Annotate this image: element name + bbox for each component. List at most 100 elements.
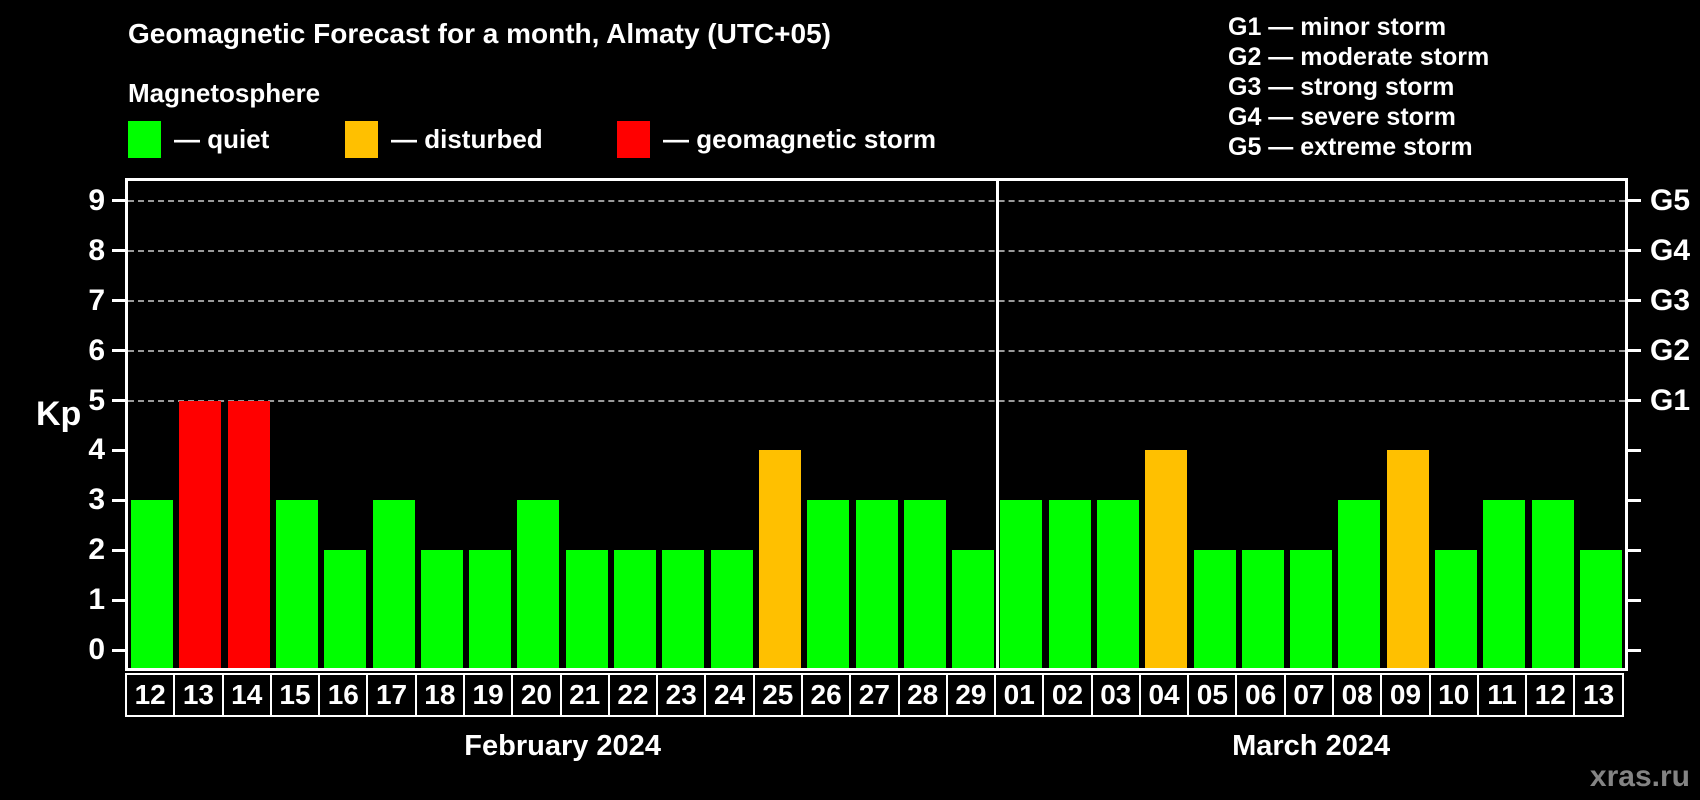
kp-bar-day-26 — [807, 500, 850, 668]
kp-bar-day-15 — [276, 500, 319, 668]
day-label-08: 08 — [1332, 673, 1383, 717]
y-axis-title: Kp — [36, 395, 82, 433]
day-label-row: 12 13 14 15 16 17 18 19 20 21 22 23 24 25 26 27 28 29 01 02… — [125, 673, 1628, 717]
legend-item-storm: — geomagnetic storm — [617, 120, 936, 158]
kp-bar-day-13 — [179, 400, 222, 668]
kp-bar-day-12 — [131, 500, 174, 668]
legend-item-quiet: — quiet — [128, 120, 269, 158]
y-axis-tick-left-5 — [112, 399, 125, 402]
month-separator-line — [995, 181, 999, 668]
kp-bar-day-20 — [517, 500, 560, 668]
kp-bar-day-14 — [227, 400, 270, 668]
gridline-kp-8 — [128, 249, 1625, 252]
y-axis-tick-right-5 — [1628, 399, 1641, 402]
day-label-23: 23 — [656, 673, 707, 717]
day-label-16: 16 — [318, 673, 369, 717]
kp-bar-day-01 — [1000, 500, 1043, 668]
y-axis-tick-left-4 — [112, 448, 125, 452]
y-axis-label-4: 4 — [88, 433, 105, 467]
gridline-kp-9 — [128, 199, 1625, 202]
day-label-01: 01 — [994, 673, 1045, 717]
kp-bar-day-06 — [1241, 550, 1284, 668]
day-label-10: 10 — [1428, 673, 1479, 717]
y-axis-tick-right-0 — [1628, 648, 1641, 652]
right-axis-label-g4: G4 — [1650, 233, 1691, 267]
g-scale-legend: G1 — minor storm G2 — moderate storm G3 … — [1228, 12, 1489, 162]
y-axis-label-2: 2 — [88, 533, 105, 567]
right-axis-label-g1: G1 — [1650, 383, 1691, 417]
day-label-06: 06 — [1235, 673, 1286, 717]
y-axis-tick-right-8 — [1628, 249, 1641, 253]
kp-bar-day-04 — [1145, 450, 1188, 668]
day-label-07: 07 — [1283, 673, 1335, 717]
legend-item-disturbed: — disturbed — [345, 120, 543, 158]
kp-bar-day-05 — [1193, 550, 1236, 668]
kp-bar-day-29 — [952, 550, 995, 668]
month-label-0: February 2024 — [464, 730, 661, 762]
kp-bar-day-10 — [1434, 550, 1477, 668]
day-label-09: 09 — [1380, 673, 1431, 717]
y-axis-label-0: 0 — [88, 633, 105, 666]
y-axis-tick-right-2 — [1628, 548, 1641, 552]
kp-bar-day-22 — [614, 550, 657, 668]
gridline-kp-6 — [128, 349, 1625, 352]
y-axis-label-1: 1 — [88, 583, 105, 617]
right-axis-label-g5: G5 — [1650, 183, 1691, 217]
day-label-26: 26 — [800, 673, 852, 717]
plot-area — [125, 178, 1628, 671]
quiet-color-swatch — [128, 120, 161, 158]
kp-bar-day-28 — [903, 500, 946, 668]
kp-bar-day-11 — [1483, 500, 1526, 668]
day-label-29: 29 — [945, 673, 997, 717]
kp-bar-day-08 — [1338, 500, 1381, 668]
watermark: xras.ru — [1589, 760, 1690, 793]
y-axis-label-9: 9 — [88, 183, 105, 217]
day-label-22: 22 — [607, 673, 659, 717]
gridline-kp-5 — [128, 399, 1625, 402]
y-axis-tick-right-3 — [1628, 498, 1641, 502]
day-label-18: 18 — [414, 673, 465, 717]
day-label-14: 14 — [221, 673, 272, 717]
day-label-12: 12 — [125, 673, 176, 717]
kp-bar-day-21 — [565, 550, 608, 668]
gridline-kp-7 — [128, 299, 1625, 302]
month-label-1: March 2024 — [1232, 730, 1391, 762]
g-legend-line-g2: G2 — moderate storm — [1228, 43, 1490, 71]
legend-label-quiet: — quiet — [174, 123, 270, 154]
y-axis-tick-right-6 — [1628, 349, 1641, 353]
right-axis-label-g3: G3 — [1650, 283, 1691, 317]
day-label-15: 15 — [269, 673, 321, 717]
day-label-19: 19 — [462, 673, 514, 717]
y-axis-tick-right-7 — [1628, 299, 1641, 303]
right-axis-label-g2: G2 — [1650, 333, 1691, 367]
y-axis-tick-left-6 — [112, 349, 125, 353]
y-axis-tick-left-9 — [112, 199, 125, 203]
y-axis-label-3: 3 — [88, 483, 105, 517]
y-axis-label-6: 6 — [88, 333, 105, 367]
kp-bar-day-27 — [855, 500, 898, 668]
kp-bar-day-07 — [1290, 550, 1333, 668]
day-label-25: 25 — [752, 673, 803, 717]
day-label-28: 28 — [897, 673, 948, 717]
day-label-27: 27 — [849, 673, 900, 717]
day-label-12: 12 — [1525, 673, 1576, 717]
y-axis-tick-right-9 — [1628, 199, 1641, 203]
g-legend-line-g3: G3 — strong storm — [1228, 73, 1455, 101]
legend-label-disturbed: — disturbed — [391, 123, 543, 154]
disturbed-color-swatch — [345, 120, 378, 158]
y-axis-label-7: 7 — [88, 283, 105, 317]
day-label-21: 21 — [559, 673, 610, 717]
legend-label-storm: — geomagnetic storm — [663, 123, 937, 154]
y-axis-tick-right-1 — [1628, 598, 1641, 602]
kp-bar-day-09 — [1386, 450, 1429, 668]
g-legend-line-g5: G5 — extreme storm — [1228, 133, 1473, 161]
y-axis-tick-left-1 — [112, 598, 125, 602]
g-legend-line-g1: G1 — minor storm — [1228, 13, 1447, 41]
day-label-11: 11 — [1476, 673, 1528, 717]
y-axis-label-8: 8 — [88, 233, 105, 267]
storm-color-swatch — [617, 120, 650, 158]
kp-bar-day-03 — [1096, 500, 1139, 668]
y-axis-tick-left-0 — [112, 648, 125, 652]
kp-bar-day-24 — [710, 550, 753, 668]
kp-bar-day-18 — [420, 550, 463, 668]
